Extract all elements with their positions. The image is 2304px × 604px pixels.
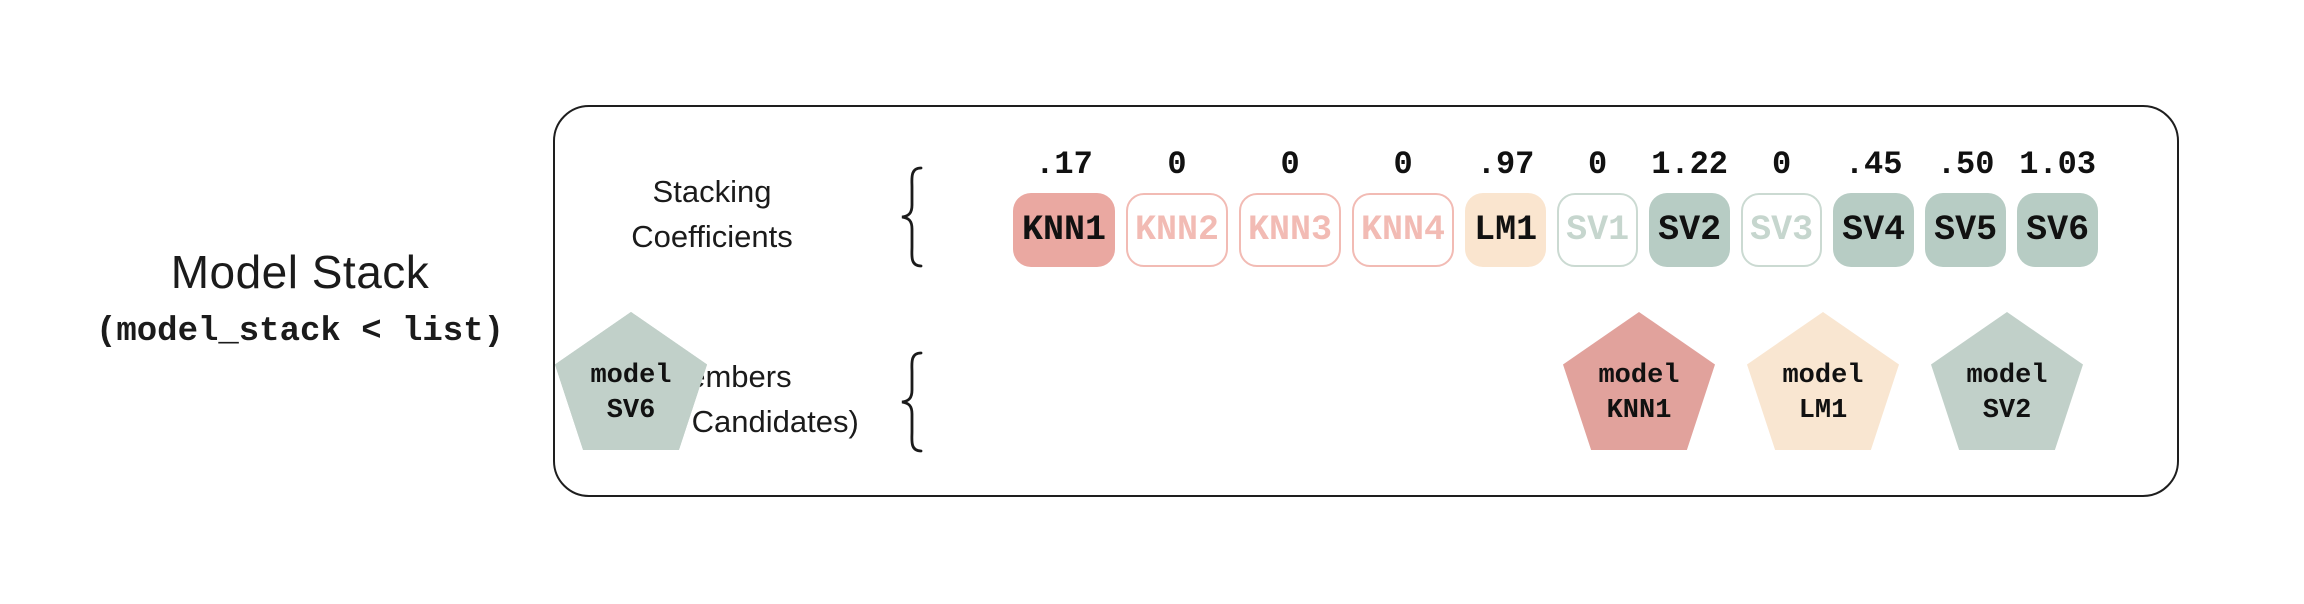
coefficient-column: 1.22 SV2	[1649, 135, 1731, 267]
candidate-chip-knn2: KNN2	[1126, 193, 1229, 267]
coefficient-column: 0 KNN3	[1239, 135, 1342, 267]
candidate-chip-sv2: SV2	[1649, 193, 1731, 267]
page-title: Model Stack	[170, 246, 430, 298]
candidate-chip-sv1: SV1	[1557, 193, 1639, 267]
member-pentagon-lm1: model LM1	[1747, 312, 1899, 450]
coefficients-row: .17 KNN1 0 KNN2 0 KNN3 0 KNN4 .97 LM1 0 …	[1013, 135, 2099, 267]
coefficient-column: .50 SV5	[1925, 135, 2007, 267]
member-pentagon-knn1: model KNN1	[1563, 312, 1715, 450]
coefficient-value: .45	[1844, 146, 1903, 183]
candidate-chip-knn4: KNN4	[1352, 193, 1455, 267]
candidate-chip-knn1: KNN1	[1013, 193, 1116, 267]
curly-brace-icon	[901, 166, 923, 268]
member-pentagon-sv2: model SV2	[1931, 312, 2083, 450]
coefficient-value: 0	[1393, 146, 1413, 183]
member-line1: model	[1966, 361, 2048, 391]
candidate-chip-sv5: SV5	[1925, 193, 2007, 267]
candidate-chip-sv4: SV4	[1833, 193, 1915, 267]
member-line1: model	[1782, 361, 1864, 391]
coefficients-label-line1: Stacking	[652, 174, 772, 209]
coefficient-value: 0	[1772, 146, 1792, 183]
title-code: (model_stack < list)	[95, 313, 505, 351]
coefficient-value: .17	[1035, 146, 1093, 183]
coefficients-label: Stacking Coefficients	[592, 169, 832, 259]
coefficient-value: 0	[1280, 146, 1300, 183]
member-line1: model	[590, 361, 672, 391]
coefficient-value: 0	[1587, 146, 1608, 183]
curly-brace-icon	[901, 351, 923, 453]
coefficients-label-line2: Coefficients	[631, 219, 793, 254]
candidate-chip-sv3: SV3	[1741, 193, 1823, 267]
coefficient-column: .45 SV4	[1833, 135, 1915, 267]
member-pentagon-sv6: model SV6	[555, 312, 707, 450]
coefficient-column: 0 SV3	[1741, 135, 1823, 267]
candidate-chip-knn3: KNN3	[1239, 193, 1342, 267]
coefficient-column: .17 KNN1	[1013, 135, 1116, 267]
candidate-chip-sv6: SV6	[2017, 193, 2099, 267]
coefficient-column: .97 LM1	[1465, 135, 1547, 267]
member-line2: SV6	[606, 396, 656, 426]
member-line2: SV2	[1982, 396, 2032, 426]
title-block: Model Stack (model_stack < list)	[40, 246, 560, 354]
coefficient-value: 1.03	[2019, 146, 2097, 183]
member-line2: LM1	[1798, 396, 1848, 426]
member-line2: KNN1	[1606, 396, 1672, 426]
stack-panel: Stacking Coefficients .17 KNN1 0 KNN2 0 …	[553, 105, 2179, 497]
member-line1: model	[1598, 361, 1680, 391]
coefficient-column: 0 KNN4	[1352, 135, 1455, 267]
coefficient-column: 1.03 SV6	[2017, 135, 2099, 267]
coefficient-value: .50	[1936, 146, 1995, 183]
coefficient-value: .97	[1476, 146, 1535, 183]
candidate-chip-lm1: LM1	[1465, 193, 1547, 267]
coefficient-value: 1.22	[1651, 146, 1728, 183]
coefficient-column: 0 SV1	[1557, 135, 1639, 267]
coefficient-value: 0	[1167, 146, 1187, 183]
coefficient-column: 0 KNN2	[1126, 135, 1229, 267]
